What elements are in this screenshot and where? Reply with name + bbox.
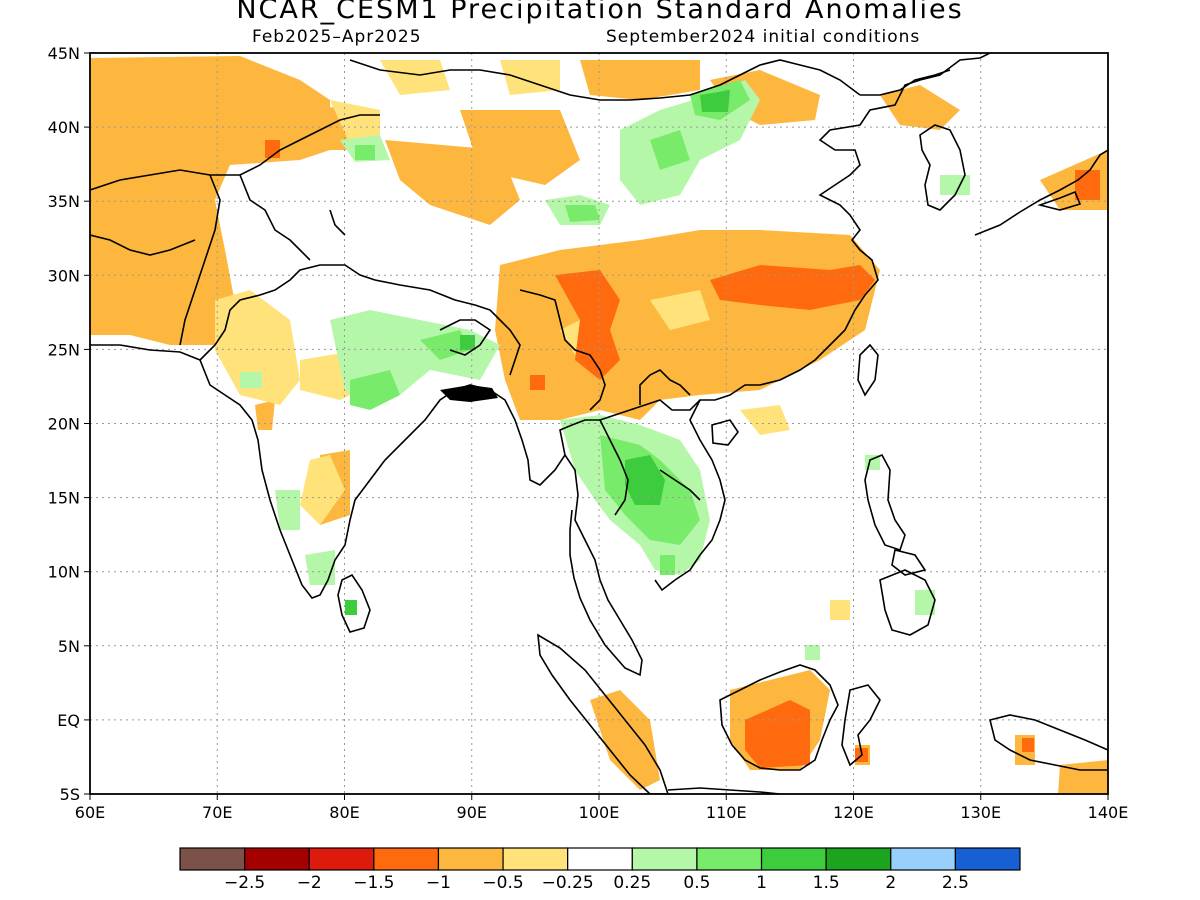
x-tick-label: 110E [706, 803, 747, 822]
y-tick-label: 25N [48, 340, 80, 359]
colorbar-label: 2 [885, 873, 896, 893]
forecast-period: Feb2025–Apr2025 [252, 27, 422, 47]
x-tick-label: 100E [579, 803, 620, 822]
x-tick-label: 120E [833, 803, 874, 822]
colorbar-swatch [696, 847, 763, 871]
x-tick-label: 140E [1088, 803, 1129, 822]
colorbar-label: 2.5 [942, 873, 969, 893]
x-tick-label: 60E [75, 803, 105, 822]
colorbar-swatch [308, 847, 375, 871]
colorbar: −2.5 −2 −1.5 −1 −0.5 −0.25 0.25 0.5 1 1.5 2 2.5 [179, 847, 1021, 893]
y-tick-label: 20N [48, 415, 80, 434]
y-tick-label: EQ [57, 711, 80, 730]
colorbar-swatch [954, 847, 1021, 871]
colorbar-swatch [437, 847, 504, 871]
colorbar-label: −1.5 [353, 873, 394, 893]
colorbar-swatch [244, 847, 310, 871]
coastlines [90, 53, 1108, 794]
colorbar-label: −0.5 [482, 873, 523, 893]
x-tick-label: 70E [202, 803, 232, 822]
y-tick-label: 10N [48, 563, 80, 582]
colorbar-swatch [825, 847, 892, 871]
colorbar-swatch [567, 847, 633, 871]
delta-coastline [440, 385, 498, 402]
y-tick-label: 30N [48, 266, 80, 285]
dry-anomaly-orange [265, 140, 1100, 768]
y-tick-label: 35N [48, 192, 80, 211]
y-tick-label: 15N [48, 489, 80, 508]
y-tick-label: 40N [48, 118, 80, 137]
colorbar-label: 0.25 [613, 873, 651, 893]
y-tick-label: 5N [58, 637, 80, 656]
initial-conditions: September2024 initial conditions [606, 27, 921, 47]
y-tick-label: 45N [48, 44, 80, 63]
x-tick-label: 130E [960, 803, 1001, 822]
colorbar-swatch [890, 847, 956, 871]
x-tick-label: 80E [329, 803, 359, 822]
latitude-axis: 45N 40N 35N 30N 25N 20N 15N 10N 5N EQ 5S [48, 44, 90, 804]
colorbar-label: 0.5 [683, 873, 710, 893]
wet-anomaly-dark-green [345, 90, 730, 615]
colorbar-label: −2.5 [224, 873, 265, 893]
colorbar-swatch [760, 847, 827, 871]
colorbar-swatch [373, 847, 440, 871]
colorbar-label: −1 [426, 873, 451, 893]
y-tick-label: 5S [60, 785, 80, 804]
colorbar-swatch [179, 847, 246, 871]
longitude-axis: 60E 70E 80E 90E 100E 110E 120E 130E 140E [75, 794, 1129, 822]
map-title: NCAR_CESM1 Precipitation Standard Anomal… [236, 0, 964, 25]
anomaly-field [90, 56, 1108, 794]
map-gridlines [90, 53, 1108, 794]
x-tick-label: 90E [457, 803, 487, 822]
colorbar-label: −2 [297, 873, 322, 893]
colorbar-label: −0.25 [542, 873, 594, 893]
colorbar-label: 1 [756, 873, 767, 893]
colorbar-swatch [631, 847, 698, 871]
colorbar-swatch [502, 847, 569, 871]
colorbar-label: 1.5 [813, 873, 840, 893]
